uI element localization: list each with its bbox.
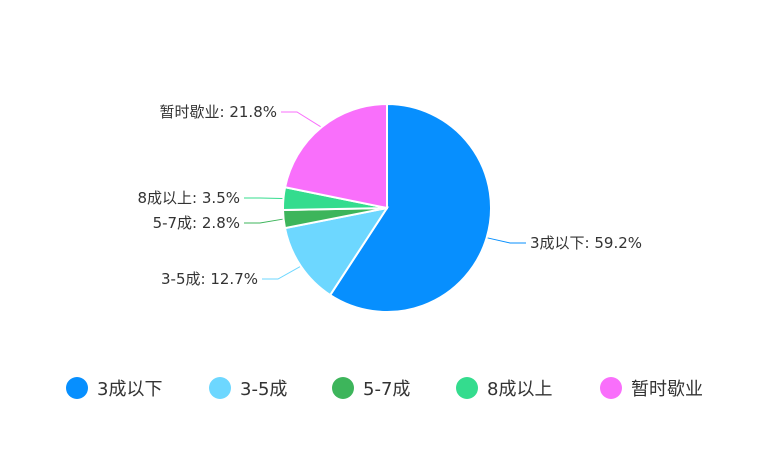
legend-item-3cheng-yixia[interactable]: 3成以下 [66, 375, 162, 401]
pie-slice-0[interactable] [328, 102, 492, 313]
legend-label: 3-5成 [240, 379, 288, 400]
data-label-zanshi-xieye: 暂时歇业: 21.8% [160, 103, 277, 121]
legend-dot-icon [456, 377, 478, 399]
leader-line-4 [281, 111, 321, 128]
data-label-8cheng-yishang: 8成以上: 3.5% [138, 189, 240, 207]
data-label-5-7cheng: 5-7成: 2.8% [153, 214, 240, 232]
legend-dot-icon [209, 377, 231, 399]
leader-line-0 [487, 237, 526, 244]
data-labels: 3成以下: 59.2% 3-5成: 12.7% 5-7成: 2.8% 8成以上:… [138, 103, 643, 288]
legend-dot-icon [600, 377, 622, 399]
leader-line-1 [262, 266, 301, 280]
legend-item-5-7cheng[interactable]: 5-7成 [332, 375, 410, 401]
legend-label: 5-7成 [363, 379, 411, 400]
leader-line-2 [244, 218, 283, 224]
legend-item-zanshi-xieye[interactable]: 暂时歇业 [600, 375, 703, 401]
data-label-3-5cheng: 3-5成: 12.7% [161, 270, 258, 288]
legend-label: 8成以上 [487, 379, 553, 400]
pie-slice-4[interactable] [283, 102, 388, 210]
legend-dot-icon [332, 377, 354, 399]
data-label-3cheng-yixia: 3成以下: 59.2% [530, 234, 642, 252]
legend-label: 3成以下 [97, 379, 163, 400]
pie-slice-1[interactable] [283, 206, 390, 297]
legend-dot-icon [66, 377, 88, 399]
legend-item-8cheng-yishang[interactable]: 8成以上 [456, 375, 552, 401]
legend-label: 暂时歇业 [631, 379, 703, 400]
legend-item-3-5cheng[interactable]: 3-5成 [209, 375, 287, 401]
pie-slices [281, 102, 492, 313]
chart-legend: 3成以下 3-5成 5-7成 8成以上 暂时歇业 [0, 375, 759, 401]
leader-lines [244, 111, 526, 280]
